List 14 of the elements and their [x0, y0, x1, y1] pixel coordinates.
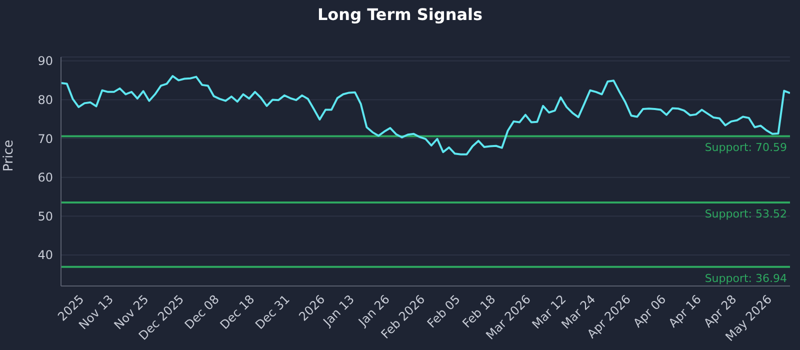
ref-line-label: Support: 70.59: [704, 141, 787, 154]
ref-line-label: Support: 36.94: [704, 272, 787, 285]
ref-line-label: Support: 53.52: [704, 207, 787, 220]
chart-title: Long Term Signals: [316, 4, 484, 26]
y-axis-title: Price: [2, 140, 17, 172]
y-tick-label: 90: [38, 54, 53, 68]
y-tick-label: 70: [38, 132, 53, 146]
y-tick-label: 80: [38, 92, 53, 107]
y-tick-label: 50: [38, 209, 53, 224]
x-tick-label: Dec 31: [252, 292, 292, 332]
x-tick-label: Feb 05: [424, 292, 463, 331]
line-series: [61, 75, 790, 156]
y-tick-label: 40: [38, 248, 53, 262]
y-tick-label: 60: [38, 170, 53, 185]
